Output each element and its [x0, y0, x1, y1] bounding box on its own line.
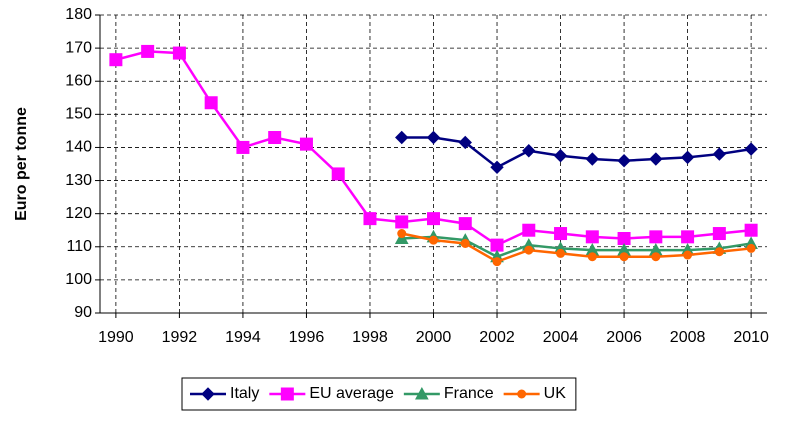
marker [522, 144, 536, 158]
marker [458, 217, 472, 231]
y-axis-label: Euro per tonne [13, 107, 30, 221]
y-tick-label: 180 [65, 6, 92, 23]
marker [331, 167, 345, 181]
series-line [401, 232, 752, 264]
legend-label: France [444, 385, 494, 402]
marker [649, 152, 663, 166]
y-tick-label: 140 [65, 139, 92, 156]
marker [268, 131, 282, 145]
marker [517, 389, 527, 399]
x-tick-label: 1996 [289, 329, 325, 346]
x-tick-label: 2002 [479, 329, 515, 346]
marker [680, 150, 695, 165]
marker [492, 257, 502, 267]
x-tick-label: 1992 [162, 329, 198, 346]
marker [280, 387, 294, 401]
marker [585, 230, 599, 244]
marker [363, 212, 377, 226]
x-tick-label: 2008 [670, 329, 706, 346]
y-tick-label: 160 [65, 72, 92, 89]
marker [585, 152, 600, 166]
marker [619, 252, 629, 262]
x-tick-label: 2004 [543, 329, 579, 346]
marker [299, 137, 313, 151]
marker [712, 147, 727, 161]
x-tick-label: 2006 [606, 329, 642, 346]
marker [649, 230, 663, 244]
legend-label: UK [544, 385, 567, 402]
marker [172, 46, 186, 60]
marker [587, 252, 597, 262]
marker [683, 250, 693, 260]
marker [522, 223, 536, 237]
marker [429, 235, 438, 245]
marker [395, 130, 409, 145]
marker [397, 229, 407, 239]
marker [651, 252, 661, 262]
series-line [401, 235, 752, 259]
marker [714, 247, 724, 257]
marker [395, 215, 409, 229]
marker [460, 238, 470, 248]
marker [109, 53, 123, 67]
marker [201, 387, 215, 401]
marker [744, 142, 758, 156]
marker [426, 130, 441, 145]
marker [490, 238, 504, 252]
marker [204, 96, 218, 110]
x-tick-label: 2010 [733, 329, 769, 346]
marker [553, 149, 568, 163]
marker [744, 223, 758, 237]
y-tick-label: 170 [65, 39, 92, 56]
marker [712, 227, 726, 241]
marker [490, 160, 504, 175]
marker [141, 44, 155, 58]
y-tick-label: 120 [65, 205, 92, 222]
x-tick-label: 2000 [416, 329, 452, 346]
marker [524, 245, 534, 255]
marker [415, 386, 429, 400]
x-tick-label: 1994 [225, 329, 261, 346]
marker [617, 153, 631, 168]
y-tick-label: 100 [65, 271, 92, 288]
marker [554, 227, 568, 241]
x-tick-label: 1990 [98, 329, 134, 346]
marker [746, 243, 756, 253]
y-tick-label: 130 [65, 172, 92, 189]
y-tick-label: 110 [66, 238, 92, 255]
y-tick-label: 90 [74, 304, 92, 321]
y-tick-label: 150 [65, 106, 92, 123]
marker [236, 140, 250, 154]
marker [427, 212, 440, 226]
x-tick-label: 1998 [352, 329, 388, 346]
marker [556, 248, 566, 258]
marker [617, 232, 631, 245]
marker [458, 135, 472, 150]
series-line [401, 136, 752, 169]
legend-label: Italy [230, 385, 259, 402]
marker [681, 230, 695, 244]
legend-label: EU average [309, 385, 394, 402]
legend: Italy EU average France UK [181, 377, 577, 411]
